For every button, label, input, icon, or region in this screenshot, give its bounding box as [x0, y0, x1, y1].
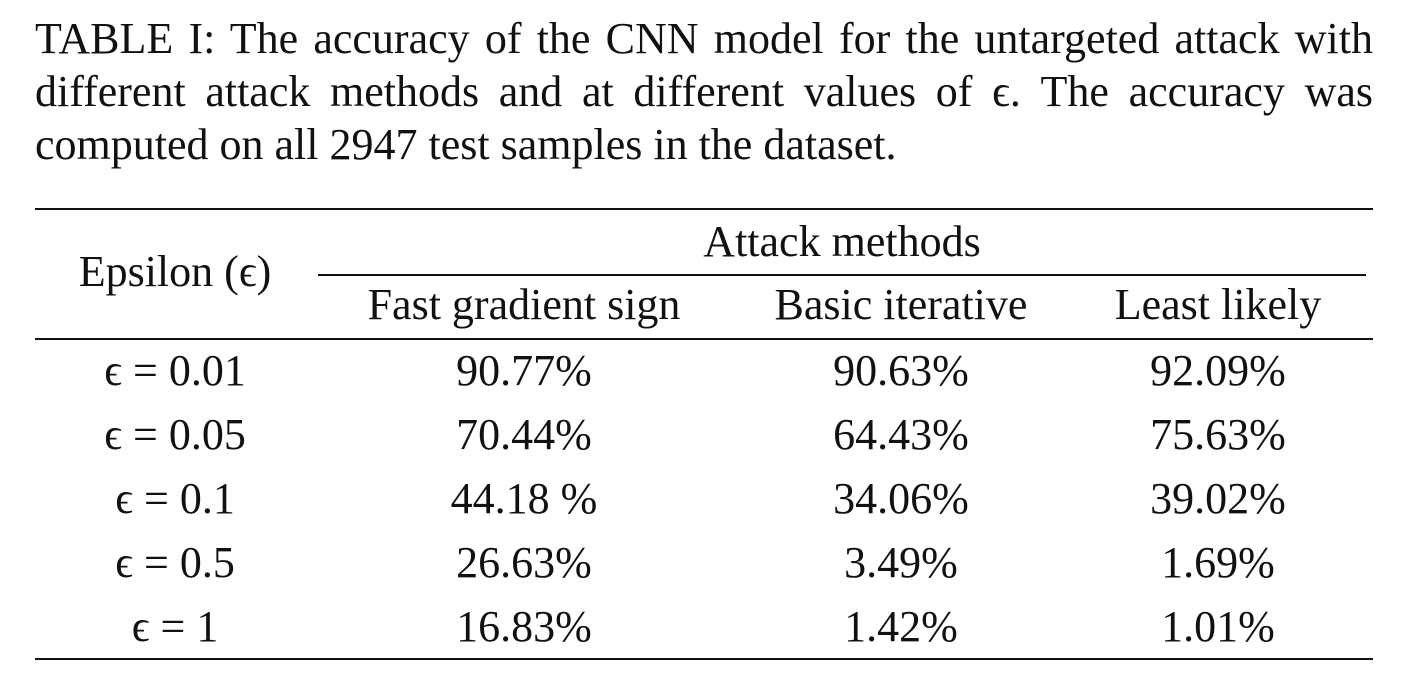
- table-cell: 92.09%: [1150, 346, 1286, 395]
- table-cell: 1.69%: [1161, 538, 1275, 587]
- table-cell: 3.49%: [844, 538, 958, 587]
- table-cell: 16.83%: [456, 602, 592, 651]
- row-header-epsilon: Epsilon (ϵ): [78, 247, 272, 296]
- table-cell: 90.77%: [456, 346, 592, 395]
- table-cell: 39.02%: [1150, 474, 1286, 523]
- table-row-epsilon: ϵ = 0.01: [104, 346, 246, 395]
- table-cell: 75.63%: [1150, 410, 1286, 459]
- table-cell: 34.06%: [833, 474, 969, 523]
- column-header-basic-iterative: Basic iterative: [774, 280, 1028, 329]
- table-top-rule: [35, 208, 1373, 210]
- table-cell: 64.43%: [833, 410, 969, 459]
- table-cell: 70.44%: [456, 410, 592, 459]
- table-cell: 1.01%: [1161, 602, 1275, 651]
- table-caption: TABLE I: The accuracy of the CNN model f…: [35, 14, 1373, 169]
- table-row-epsilon: ϵ = 1: [131, 602, 219, 651]
- group-header-attack-methods: Attack methods: [703, 217, 981, 266]
- table-row-epsilon: ϵ = 0.5: [115, 538, 235, 587]
- table-cell: 90.63%: [833, 346, 969, 395]
- table-cell: 26.63%: [456, 538, 592, 587]
- column-header-least-likely: Least likely: [1114, 280, 1322, 329]
- table-cell: 1.42%: [844, 602, 958, 651]
- table-header-rule: [35, 338, 1373, 340]
- column-header-fast-gradient-sign: Fast gradient sign: [367, 280, 681, 329]
- table-row-epsilon: ϵ = 0.05: [104, 410, 246, 459]
- table-row-epsilon: ϵ = 0.1: [115, 474, 235, 523]
- table-cell: 44.18 %: [450, 474, 598, 523]
- table-bottom-rule: [35, 658, 1373, 660]
- group-header-underline: [318, 274, 1366, 276]
